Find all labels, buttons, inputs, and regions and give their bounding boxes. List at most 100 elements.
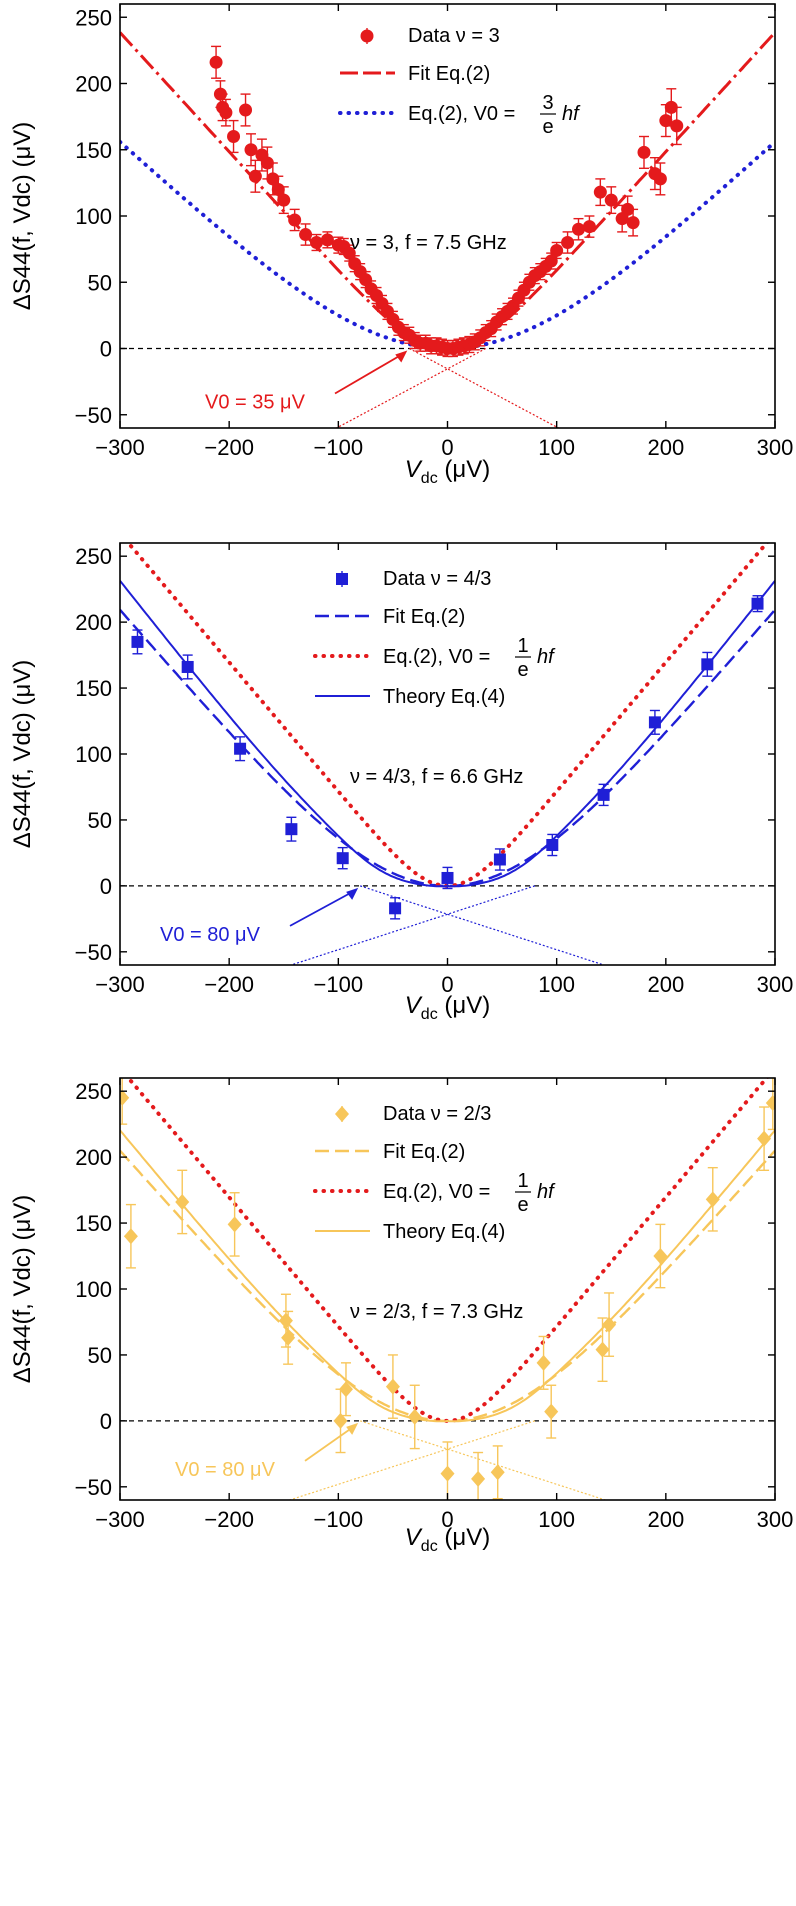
data-point	[310, 236, 323, 249]
y-tick-label: 250	[75, 544, 112, 569]
x-tick-label: −200	[204, 1507, 254, 1532]
v0-label: V0 = 35 μV	[205, 392, 306, 414]
x-tick-label: −100	[314, 972, 364, 997]
data-point	[260, 156, 274, 170]
data-point	[175, 1193, 190, 1210]
x-axis-label-main: V	[405, 1524, 423, 1551]
data-point	[705, 1191, 720, 1208]
curve-fit	[120, 609, 775, 888]
data-point	[637, 145, 651, 159]
data-point	[593, 185, 607, 199]
legend-eq-numerator: 1	[517, 635, 528, 657]
x-axis-label-sub: dc	[421, 470, 438, 487]
y-tick-label: 100	[75, 204, 112, 229]
y-tick-label: 200	[75, 610, 112, 635]
legend-fit-label: Fit Eq.(2)	[408, 63, 490, 85]
y-tick-label: 200	[75, 72, 112, 97]
x-tick-label: 200	[647, 972, 684, 997]
x-tick-label: 300	[757, 972, 794, 997]
y-tick-label: 50	[88, 808, 112, 833]
data-point	[227, 1216, 242, 1233]
legend-data-label: Data ν = 4/3	[383, 568, 491, 590]
y-tick-label: 0	[100, 874, 112, 899]
chart-panel-nu-4-3: −300 −200 −100 0 100 200 300 −50 0 50 100 150 200 250…	[9, 542, 794, 1023]
legend-eq-denominator: e	[517, 1194, 528, 1216]
v0-arrow	[334, 351, 406, 395]
legend-eq-numerator: 1	[517, 1170, 528, 1192]
data-point	[219, 106, 233, 120]
legend-data-label: Data ν = 2/3	[383, 1103, 491, 1125]
y-tick-label: 150	[75, 1211, 112, 1236]
x-tick-label: 0	[441, 435, 453, 460]
y-tick-label: 150	[75, 138, 112, 163]
v0-arrow	[304, 1424, 357, 1462]
data-point	[582, 220, 596, 234]
curve-theory	[120, 1129, 775, 1423]
data-point	[385, 1378, 400, 1395]
legend-eq-label: Eq.(2), V0 =	[383, 1181, 490, 1203]
y-tick-label: 200	[75, 1145, 112, 1170]
data-point	[536, 1354, 551, 1371]
legend-entry-theory: Theory Eq.(4)	[315, 686, 505, 708]
x-axis-label-unit: (μV)	[438, 992, 491, 1019]
y-tick-label: 50	[88, 1343, 112, 1368]
data-point	[320, 233, 334, 247]
x-tick-label: 0	[441, 1507, 453, 1532]
y-axis-label: ΔS44(f, Vdc) (μV)	[9, 660, 36, 849]
data-point	[277, 193, 291, 207]
x-axis-label-unit: (μV)	[438, 1524, 491, 1551]
x-axis-label-main: V	[405, 456, 423, 483]
x-axis-label-main: V	[405, 992, 423, 1019]
data-point	[626, 216, 640, 230]
data-point	[701, 658, 714, 671]
data-point	[751, 597, 764, 610]
data-point	[333, 1412, 348, 1429]
plot-area	[120, 543, 775, 965]
data-point	[123, 1228, 138, 1245]
x-tick-label: −300	[95, 435, 145, 460]
y-tick-label: 0	[100, 337, 112, 362]
legend-data-marker	[336, 573, 348, 585]
x-axis-label: Vdc (μV)	[405, 992, 490, 1023]
x-tick-label: 200	[647, 435, 684, 460]
legend-data-marker	[335, 1106, 349, 1122]
legend-fit-label: Fit Eq.(2)	[383, 606, 465, 628]
data-point	[278, 1312, 293, 1329]
data-point	[227, 130, 241, 143]
data-point	[389, 902, 402, 915]
data-point	[248, 169, 262, 183]
panel-annotation: ν = 2/3, f = 7.3 GHz	[350, 1301, 523, 1323]
data-point	[602, 1316, 617, 1333]
data-point	[595, 1341, 610, 1358]
legend-eq-label: Eq.(2), V0 =	[383, 646, 490, 668]
legend-eq-tail: hf	[537, 1181, 556, 1203]
asymptote-line	[289, 1420, 536, 1500]
data-point	[493, 853, 506, 866]
y-tick-label: 250	[75, 1079, 112, 1104]
legend-entry-data: Data ν = 4/3	[336, 568, 491, 590]
legend-eq-tail: hf	[537, 646, 556, 668]
data-point	[244, 143, 258, 157]
v0-arrowhead	[346, 887, 359, 900]
v0-label: V0 = 80 μV	[175, 1459, 276, 1481]
x-tick-label: 300	[757, 435, 794, 460]
legend-entry-fit: Fit Eq.(2)	[315, 606, 465, 628]
data-point	[441, 871, 454, 884]
data-point	[299, 228, 313, 242]
legend-entry-theory: Theory Eq.(4)	[315, 1221, 505, 1243]
x-tick-label: −200	[204, 972, 254, 997]
v0-label: V0 = 80 μV	[160, 924, 261, 946]
legend-data-marker	[360, 29, 374, 43]
asymptote-line	[291, 885, 536, 965]
y-tick-label: 250	[75, 5, 112, 30]
legend-theory-label: Theory Eq.(4)	[383, 686, 505, 708]
data-point	[471, 1470, 486, 1487]
x-tick-label: −300	[95, 1507, 145, 1532]
asymptote-line	[336, 347, 486, 428]
data-point	[648, 716, 661, 729]
panel-annotation: ν = 4/3, f = 6.6 GHz	[350, 766, 523, 788]
